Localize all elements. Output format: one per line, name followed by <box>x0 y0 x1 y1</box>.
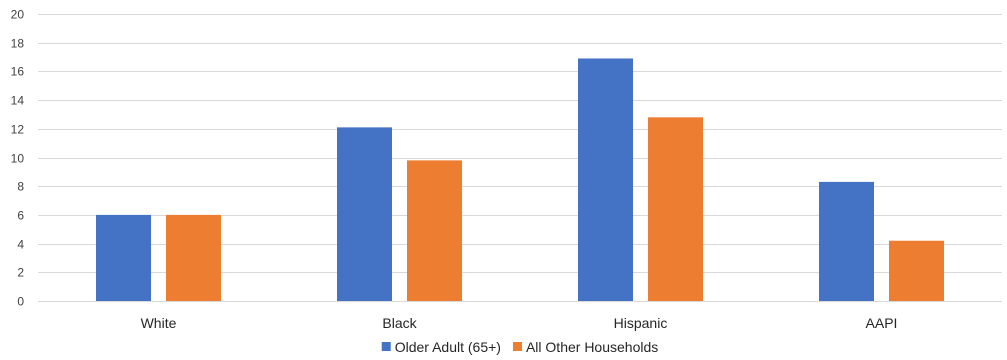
x-category-label: AAPI <box>866 315 898 331</box>
bars <box>96 58 944 302</box>
y-tick-label: 8 <box>17 180 24 194</box>
legend-swatch <box>381 342 391 351</box>
y-tick-label: 10 <box>11 152 25 166</box>
bar-hispanic-series-1 <box>578 58 633 301</box>
legend-swatch <box>512 342 522 351</box>
y-tick-label: 18 <box>11 37 25 51</box>
y-axis-tick-labels: 0 2 4 6 8 10 12 14 16 18 20 <box>11 8 25 309</box>
bar-white-series-1 <box>96 214 151 301</box>
x-category-label: Hispanic <box>614 315 668 331</box>
y-tick-label: 12 <box>11 123 25 137</box>
bar-aapi-series-2 <box>889 240 944 301</box>
y-tick-label: 6 <box>17 209 24 223</box>
x-category-label: Black <box>382 315 417 331</box>
x-axis-category-labels: White Black Hispanic AAPI <box>141 315 898 331</box>
bar-white-series-2 <box>166 214 221 301</box>
bar-black-series-2 <box>407 160 462 301</box>
x-category-label: White <box>141 315 177 331</box>
y-tick-label: 16 <box>11 65 25 79</box>
y-tick-label: 0 <box>17 295 24 309</box>
y-tick-label: 4 <box>17 238 24 252</box>
y-tick-label: 20 <box>11 8 25 22</box>
y-tick-label: 14 <box>11 94 25 108</box>
bar-black-series-1 <box>337 127 392 302</box>
y-tick-label: 2 <box>17 266 24 280</box>
bar-hispanic-series-2 <box>648 117 703 301</box>
legend-label: All Other Households <box>526 339 658 355</box>
legend-label: Older Adult (65+) <box>395 339 501 355</box>
legend: Older Adult (65+) All Other Households <box>381 339 658 355</box>
bar-aapi-series-1 <box>819 181 874 301</box>
